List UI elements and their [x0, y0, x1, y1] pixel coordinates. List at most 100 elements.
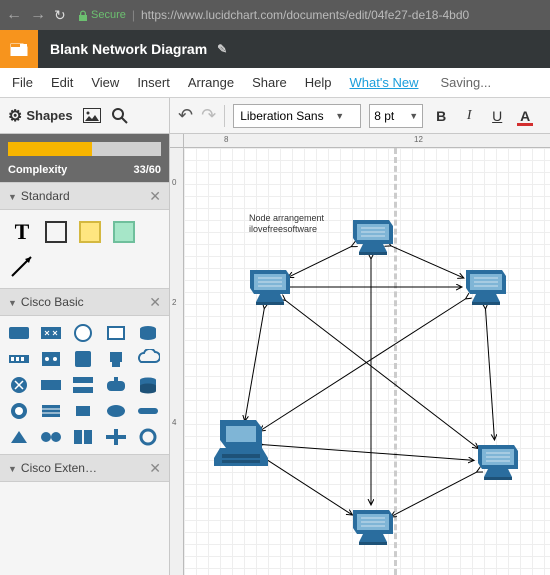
cisco-shape[interactable] [103, 400, 129, 422]
menu-insert[interactable]: Insert [137, 75, 170, 90]
chevron-down-icon: ▼ [335, 111, 344, 121]
cisco-shape[interactable] [6, 348, 32, 370]
section-title: Cisco Basic [21, 295, 84, 309]
complexity-label: Complexity [8, 164, 67, 176]
app-logo[interactable] [0, 30, 38, 68]
cisco-shape[interactable] [70, 374, 96, 396]
cisco-shape[interactable] [135, 322, 161, 344]
reload-button[interactable]: ↻ [54, 7, 70, 24]
font-family-value: Liberation Sans [240, 109, 323, 123]
standard-shapes: T [0, 210, 169, 288]
ruler-horizontal: 8 12 [184, 134, 550, 148]
section-header-cisco-basic[interactable]: ▼ Cisco Basic ✕ [0, 288, 169, 316]
menu-view[interactable]: View [91, 75, 119, 90]
cisco-shape[interactable] [135, 426, 161, 448]
section-header-standard[interactable]: ▼ Standard ✕ [0, 182, 169, 210]
canvas[interactable]: Node arrangement ilovefreesoftware [184, 148, 550, 575]
cisco-shape[interactable] [6, 426, 32, 448]
cisco-shape[interactable] [38, 348, 64, 370]
menu-help[interactable]: Help [305, 75, 332, 90]
font-size-value: 8 pt [374, 109, 394, 123]
cisco-shape[interactable] [38, 374, 64, 396]
document-title[interactable]: Blank Network Diagram [50, 41, 207, 57]
shapes-button[interactable]: ⚙ Shapes [8, 106, 73, 126]
section-title: Standard [21, 189, 70, 203]
cisco-shape[interactable] [38, 426, 64, 448]
network-node[interactable] [214, 418, 268, 468]
image-button[interactable] [83, 107, 101, 125]
bold-button[interactable]: B [431, 108, 451, 124]
cisco-shape[interactable] [38, 322, 64, 344]
forward-button[interactable]: → [30, 6, 46, 24]
cisco-shape[interactable] [6, 322, 32, 344]
redo-button[interactable]: ↷ [201, 105, 216, 126]
cisco-shape[interactable] [38, 400, 64, 422]
network-node[interactable] [349, 508, 393, 546]
edit-title-icon[interactable]: ✎ [217, 42, 227, 56]
cisco-shape[interactable] [70, 322, 96, 344]
cisco-shape[interactable] [103, 322, 129, 344]
arrow-shape[interactable] [8, 252, 36, 280]
menu-share[interactable]: Share [252, 75, 287, 90]
cisco-shape[interactable] [103, 348, 129, 370]
cisco-shape[interactable] [70, 348, 96, 370]
caret-down-icon: ▼ [8, 192, 17, 202]
text-shape[interactable]: T [8, 218, 36, 246]
workspace: Complexity 33/60 ▼ Standard ✕ T ▼ Cisco Ba… [0, 134, 550, 575]
canvas-area: 8 12 0 2 4 Node arrangement ilovefreesof… [170, 134, 550, 575]
cisco-shape[interactable] [135, 348, 161, 370]
save-status: Saving... [440, 75, 491, 90]
ruler-corner [170, 134, 184, 148]
search-button[interactable] [111, 107, 129, 125]
complexity-widget: Complexity 33/60 [0, 134, 169, 182]
menu-edit[interactable]: Edit [51, 75, 73, 90]
close-icon[interactable]: ✕ [149, 188, 161, 205]
menu-whats-new[interactable]: What's New [350, 75, 419, 90]
lock-icon: Secure [78, 9, 126, 21]
address-bar[interactable]: Secure | https://www.lucidchart.com/docu… [78, 8, 518, 22]
gear-icon: ⚙ [8, 106, 22, 126]
cisco-shape[interactable] [103, 426, 129, 448]
font-family-select[interactable]: Liberation Sans ▼ [233, 104, 361, 128]
complexity-value: 33/60 [133, 164, 161, 176]
text-color-button[interactable]: A [515, 108, 535, 124]
cisco-shape[interactable] [135, 400, 161, 422]
close-icon[interactable]: ✕ [149, 294, 161, 311]
cisco-shape[interactable] [70, 426, 96, 448]
network-node[interactable] [462, 268, 506, 306]
cisco-shape[interactable] [103, 374, 129, 396]
secure-label: Secure [91, 9, 126, 21]
complexity-fill [8, 142, 92, 156]
note-shape-yellow[interactable] [76, 218, 104, 246]
cisco-shape[interactable] [6, 400, 32, 422]
section-header-cisco-ext[interactable]: ▼ Cisco Exten… ✕ [0, 454, 169, 482]
cisco-shape[interactable] [6, 374, 32, 396]
caret-down-icon: ▼ [8, 298, 17, 308]
browser-chrome: ← → ↻ Secure | https://www.lucidchart.co… [0, 0, 550, 30]
rect-shape[interactable] [42, 218, 70, 246]
shapes-label: Shapes [26, 108, 72, 123]
font-size-select[interactable]: 8 pt ▼ [369, 104, 423, 128]
cisco-shape[interactable] [135, 374, 161, 396]
undo-button[interactable]: ↶ [178, 105, 193, 126]
cisco-basic-shapes [0, 316, 169, 454]
toolbar-divider [224, 105, 225, 127]
underline-button[interactable]: U [487, 108, 507, 124]
close-icon[interactable]: ✕ [149, 460, 161, 477]
note-shape-green[interactable] [110, 218, 138, 246]
back-button[interactable]: ← [6, 6, 22, 24]
network-node[interactable] [349, 218, 393, 256]
caret-down-icon: ▼ [8, 464, 17, 474]
network-node[interactable] [474, 443, 518, 481]
left-panel: Complexity 33/60 ▼ Standard ✕ T ▼ Cisco Ba… [0, 134, 170, 575]
cisco-shape[interactable] [70, 400, 96, 422]
menu-arrange[interactable]: Arrange [188, 75, 234, 90]
section-title: Cisco Exten… [21, 461, 97, 475]
italic-button[interactable]: I [459, 108, 479, 124]
toolbar: ⚙ Shapes ↶ ↷ Liberation Sans ▼ 8 pt ▼ B … [0, 98, 550, 134]
network-node[interactable] [246, 268, 290, 306]
menu-bar: File Edit View Insert Arrange Share Help… [0, 68, 550, 98]
menu-file[interactable]: File [12, 75, 33, 90]
chevron-down-icon: ▼ [409, 111, 418, 121]
app-titlebar: Blank Network Diagram ✎ [0, 30, 550, 68]
